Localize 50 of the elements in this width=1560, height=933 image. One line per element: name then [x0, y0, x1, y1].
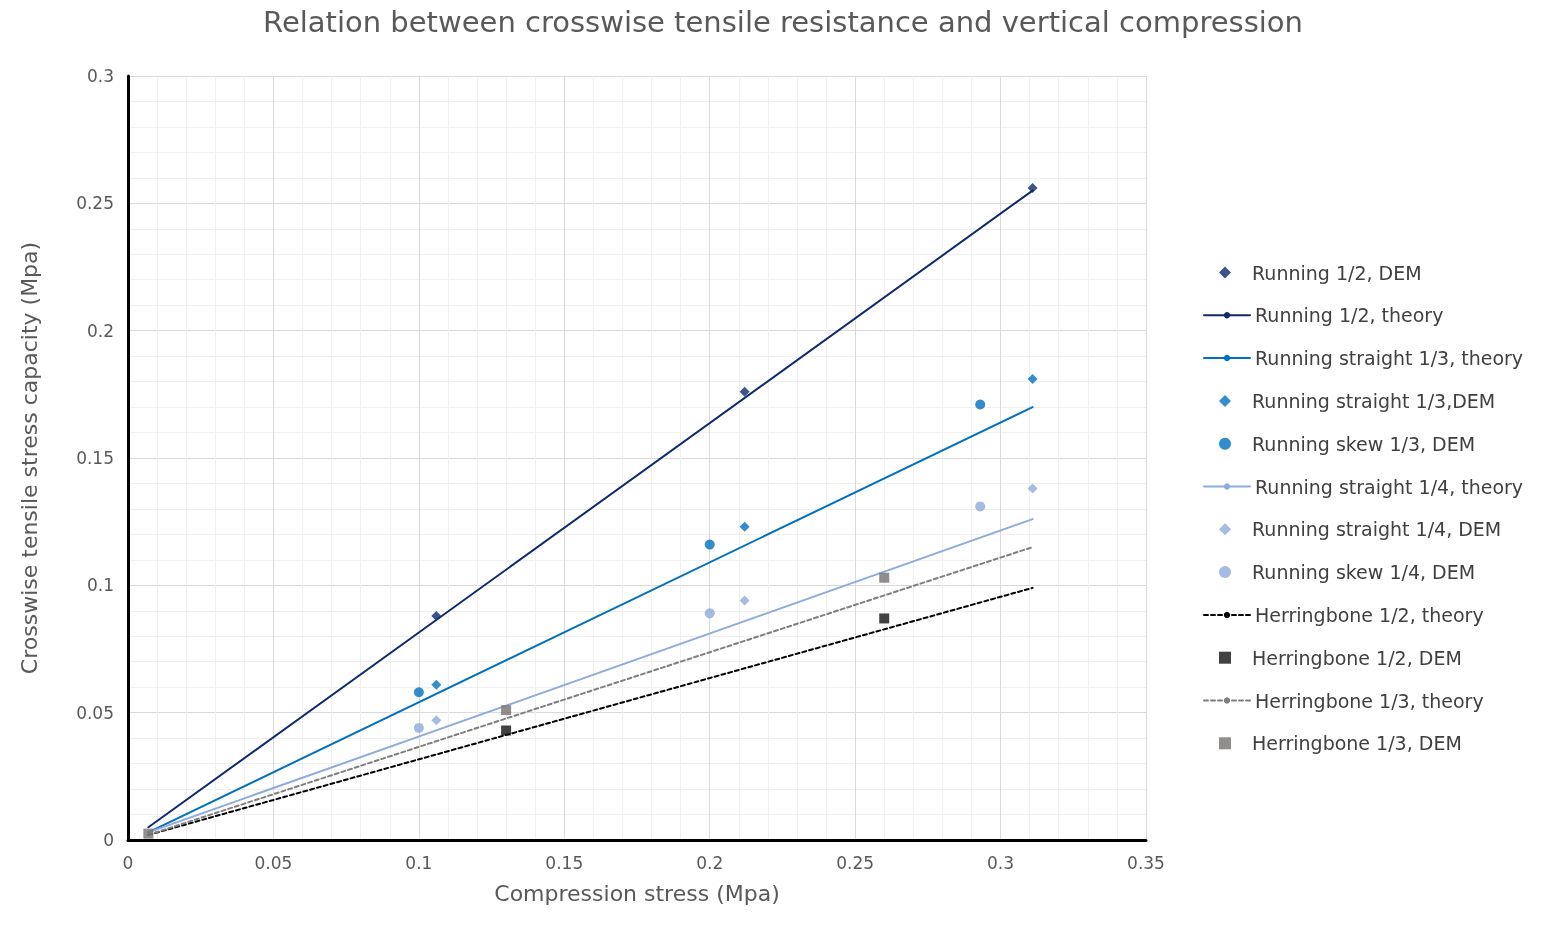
point: [739, 521, 750, 532]
point: [413, 722, 424, 733]
point: [879, 613, 890, 624]
point: [143, 828, 154, 839]
point: [704, 608, 715, 619]
x-tick-label: 0.05: [254, 852, 293, 873]
y-axis-title: Crosswise tensile stress capacity (Mpa): [16, 241, 42, 675]
point: [501, 725, 512, 736]
y-tick-label: 0.15: [76, 448, 114, 468]
legend-label: Running straight 1/4, theory: [1255, 475, 1524, 498]
legend-label: Herringbone 1/2, theory: [1255, 603, 1484, 626]
point: [739, 595, 750, 606]
point: [501, 705, 512, 716]
legend-label: Running straight 1/3, theory: [1255, 347, 1524, 370]
legend-label: Running skew 1/3, DEM: [1252, 432, 1476, 455]
point: [431, 715, 442, 726]
y-tick-label: 0.25: [76, 193, 114, 214]
x-tick-label: 0.2: [696, 852, 724, 873]
point: [739, 386, 750, 397]
x-axis-title: Compression stress (Mpa): [494, 880, 780, 906]
point: [879, 572, 890, 583]
x-tick-label: 0.35: [1127, 852, 1165, 873]
y-tick-label: 0: [103, 830, 114, 850]
legend-label: Running straight 1/3,DEM: [1252, 389, 1496, 412]
y-tick-label: 0.3: [86, 66, 114, 86]
x-tick-label: 0.1: [405, 852, 433, 873]
legend-label: Running 1/2, theory: [1255, 304, 1444, 327]
x-tick-label: 0.3: [987, 852, 1015, 873]
point: [1027, 374, 1038, 385]
point: [431, 610, 442, 621]
legend-label: Herringbone 1/3, DEM: [1252, 732, 1462, 755]
point: [704, 539, 715, 550]
legend-label: Running skew 1/4, DEM: [1252, 561, 1476, 584]
point: [1027, 483, 1038, 494]
point: [975, 399, 986, 410]
legend-label: Running straight 1/4, DEM: [1252, 518, 1502, 541]
x-tick-label: 0.25: [836, 852, 875, 873]
point: [413, 687, 424, 698]
y-tick-label: 0.1: [86, 575, 114, 596]
legend-label: Herringbone 1/2, DEM: [1252, 646, 1462, 669]
y-tick-label: 0.2: [86, 320, 114, 341]
legend-label: Herringbone 1/3, theory: [1255, 689, 1484, 712]
y-tick-label: 0.05: [76, 702, 114, 723]
legend-label: Running 1/2, DEM: [1252, 261, 1422, 284]
point: [431, 679, 442, 690]
point: [975, 501, 986, 512]
point: [1027, 183, 1038, 194]
x-tick-label: 0.15: [545, 852, 584, 873]
x-tick-label: 0: [122, 852, 134, 873]
chart-title: Relation between crosswise tensile resistance and vertical compression: [263, 4, 1303, 39]
